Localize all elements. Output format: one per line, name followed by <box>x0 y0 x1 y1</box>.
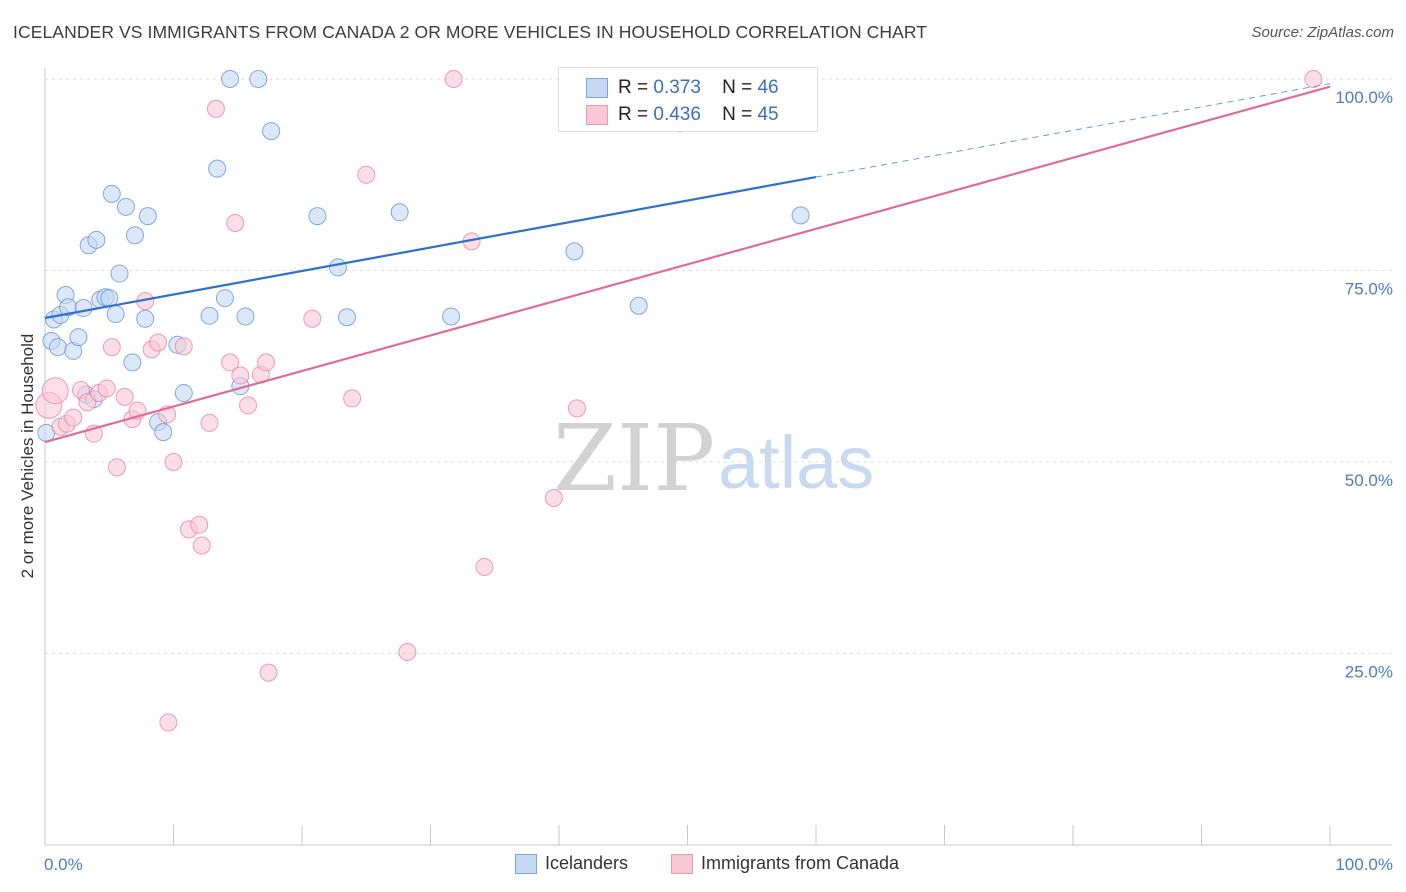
point-s1-24 <box>200 413 219 432</box>
point-s0-41 <box>442 307 461 326</box>
point-s0-22 <box>125 226 144 245</box>
legend-n-value: 46 <box>757 77 779 98</box>
watermark-atlas: atlas <box>718 421 874 504</box>
point-s1-42 <box>567 399 586 418</box>
point-s1-17 <box>149 333 168 352</box>
chart-title: ICELANDER VS IMMIGRANTS FROM CANADA 2 OR… <box>13 22 928 42</box>
point-s0-19 <box>110 264 129 283</box>
point-s0-45 <box>791 206 810 225</box>
legend-r-value: 0.373 <box>653 77 701 98</box>
point-s0-18 <box>106 305 125 324</box>
trend-line-icelanders <box>44 175 817 320</box>
point-s0-34 <box>236 307 255 326</box>
point-s0-24 <box>138 207 157 226</box>
point-s1-40 <box>475 557 494 576</box>
point-s1-41 <box>544 489 563 508</box>
point-s1-11 <box>107 458 126 477</box>
legend-r-label: R = <box>618 104 649 125</box>
y-tick-label-0: 25.0% <box>1345 663 1393 682</box>
trend-line-canada <box>44 85 1331 444</box>
point-s1-1 <box>41 377 69 405</box>
point-s1-25 <box>206 99 225 118</box>
legend-label-icelanders: Icelanders <box>545 853 629 873</box>
legend-n-value: 45 <box>757 104 779 125</box>
point-s1-26 <box>221 353 240 372</box>
x-tick-label-max: 100.0% <box>1335 855 1393 874</box>
legend-swatch-canada <box>671 854 693 874</box>
point-s0-26 <box>154 423 173 442</box>
point-s0-13 <box>87 230 106 249</box>
watermark-zip: ZIP <box>553 405 715 512</box>
point-s1-44 <box>1304 70 1323 88</box>
trend-line-icelanders-extension <box>815 83 1331 178</box>
legend-n-label: N = <box>722 77 753 98</box>
series-0-points <box>37 70 810 442</box>
point-s0-31 <box>215 289 234 308</box>
legend-r-label: R = <box>618 77 649 98</box>
point-s0-8 <box>69 328 88 347</box>
point-s1-20 <box>174 337 193 356</box>
point-s0-40 <box>390 203 409 222</box>
y-tick-label-3: 100.0% <box>1335 88 1393 107</box>
point-s1-36 <box>357 165 376 184</box>
y-tick-label-1: 50.0% <box>1345 471 1393 490</box>
series-1-points <box>35 70 1323 732</box>
point-s0-37 <box>308 207 327 226</box>
point-s0-16 <box>100 289 119 308</box>
legend-swatch-icelanders <box>515 854 537 874</box>
point-s0-43 <box>629 296 648 315</box>
point-s1-34 <box>303 309 322 328</box>
point-s0-42 <box>565 242 584 261</box>
point-s1-32 <box>159 713 178 732</box>
point-s1-4 <box>64 408 83 427</box>
point-s1-38 <box>444 70 463 88</box>
point-s1-22 <box>190 515 209 534</box>
legend-swatch-icelanders <box>586 78 608 98</box>
point-s1-29 <box>239 396 258 415</box>
gridlines <box>45 78 1392 654</box>
legend-r-value: 0.436 <box>653 104 701 125</box>
legend-label-canada: Immigrants from Canada <box>701 853 900 873</box>
point-s1-27 <box>226 214 245 233</box>
point-s0-23 <box>136 309 155 328</box>
point-s0-20 <box>116 197 135 216</box>
point-s0-36 <box>262 122 281 141</box>
legend-n-label: N = <box>722 104 753 125</box>
point-s1-12 <box>115 387 134 406</box>
point-s1-9 <box>97 379 116 398</box>
x-tick-label-min: 0.0% <box>44 855 83 874</box>
point-s0-9 <box>74 299 93 318</box>
point-s1-35 <box>343 389 362 408</box>
watermark: ZIP atlas <box>553 405 874 512</box>
axes <box>44 68 1392 846</box>
point-s0-35 <box>249 70 268 88</box>
point-s0-17 <box>102 184 121 203</box>
legend-swatch-canada <box>586 105 608 125</box>
series-legend: Icelanders Immigrants from Canada <box>0 853 1406 875</box>
point-s1-37 <box>398 642 417 661</box>
point-s0-21 <box>123 353 142 372</box>
source-label: Source: ZipAtlas.com <box>1251 24 1394 41</box>
point-s0-29 <box>200 306 219 325</box>
point-s1-31 <box>257 353 276 372</box>
point-s0-30 <box>208 159 227 178</box>
point-s0-38 <box>328 258 347 277</box>
y-tick-label-2: 75.0% <box>1345 280 1393 299</box>
point-s0-32 <box>221 70 240 88</box>
point-s1-23 <box>192 536 211 555</box>
point-s0-3 <box>48 338 67 357</box>
point-s1-28 <box>231 366 250 385</box>
point-s0-28 <box>174 384 193 403</box>
point-s0-39 <box>337 308 356 327</box>
point-s1-33 <box>259 663 278 682</box>
y-axis-label: 2 or more Vehicles in Household <box>18 334 37 579</box>
stats-legend: R = 0.373 N = 46 R = 0.436 N = 45 <box>558 67 818 132</box>
point-s1-10 <box>102 338 121 357</box>
point-s1-19 <box>164 453 183 471</box>
